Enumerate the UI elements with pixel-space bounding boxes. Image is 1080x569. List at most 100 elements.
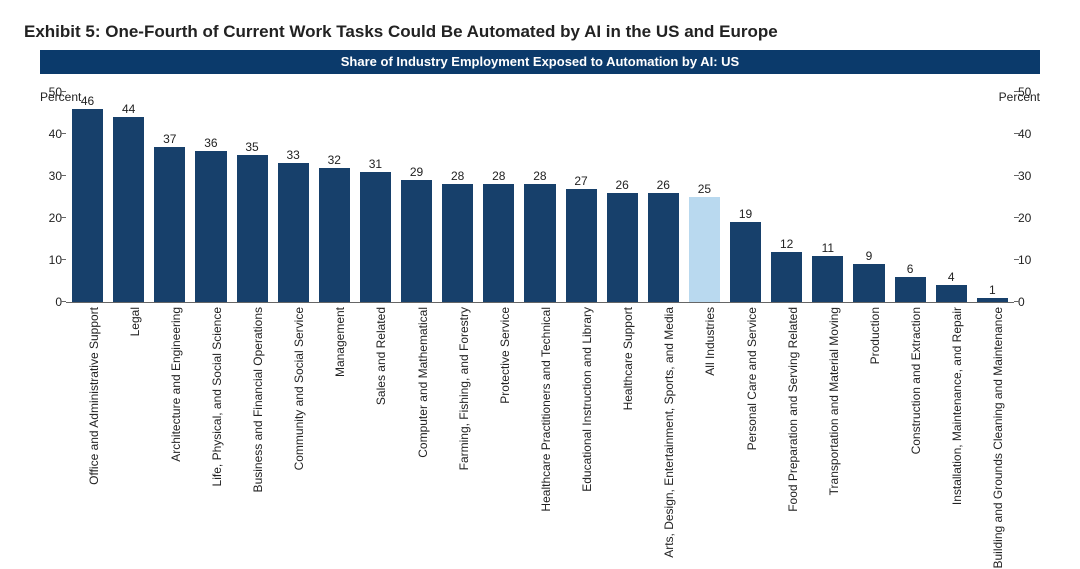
x-category-label: Production bbox=[869, 307, 883, 364]
bar-slot: 36 bbox=[195, 137, 226, 302]
x-label-slot: Community and Social Service bbox=[278, 307, 309, 487]
bar bbox=[648, 193, 679, 302]
x-category-label: Community and Social Service bbox=[293, 307, 307, 470]
bar bbox=[319, 168, 350, 302]
x-category-label: Protective Service bbox=[499, 307, 513, 404]
x-label-slot: Arts, Design, Entertainment, Sports, and… bbox=[648, 307, 679, 487]
bar-value-label: 44 bbox=[122, 103, 135, 115]
bar bbox=[278, 163, 309, 302]
bar bbox=[154, 147, 185, 302]
y-tick-label-left: 50 bbox=[40, 86, 62, 98]
x-label-slot: Installation, Maintenance, and Repair bbox=[936, 307, 967, 487]
bar-value-label: 33 bbox=[287, 149, 300, 161]
bar-value-label: 46 bbox=[81, 95, 94, 107]
x-labels-row: Office and Administrative Support Legal Ar… bbox=[66, 307, 1014, 487]
chart-container: Percent Percent 464437363533323129282828… bbox=[40, 92, 1040, 487]
bar-value-label: 37 bbox=[163, 133, 176, 145]
chart-subtitle-bar: Share of Industry Employment Exposed to … bbox=[40, 50, 1040, 74]
x-label-slot: Food Preparation and Serving Related bbox=[771, 307, 802, 487]
bar-slot: 28 bbox=[483, 170, 514, 302]
bar bbox=[895, 277, 926, 302]
y-tick-label-right: 50 bbox=[1018, 86, 1040, 98]
bar bbox=[977, 298, 1008, 302]
bar-value-label: 1 bbox=[989, 284, 996, 296]
bar bbox=[401, 180, 432, 302]
bar bbox=[730, 222, 761, 302]
x-category-label: Healthcare Practitioners and Technical bbox=[540, 307, 554, 512]
bar-value-label: 26 bbox=[657, 179, 670, 191]
bar-highlight bbox=[689, 197, 720, 302]
bar bbox=[72, 109, 103, 302]
x-category-label: Healthcare Support bbox=[622, 307, 636, 410]
x-category-label: Computer and Mathematical bbox=[417, 307, 431, 458]
x-label-slot: Transportation and Material Moving bbox=[812, 307, 843, 487]
bars-row: 4644373635333231292828282726262519121196… bbox=[66, 92, 1014, 302]
x-category-label: Personal Care and Service bbox=[746, 307, 760, 450]
bar bbox=[771, 252, 802, 302]
bar bbox=[607, 193, 638, 302]
x-label-slot: Farming, Fishing, and Forestry bbox=[442, 307, 473, 487]
x-label-slot: Life, Physical, and Social Science bbox=[195, 307, 226, 487]
x-category-label: Arts, Design, Entertainment, Sports, and… bbox=[663, 307, 677, 558]
y-tick-label-right: 40 bbox=[1018, 128, 1040, 140]
y-tick-label-left: 40 bbox=[40, 128, 62, 140]
x-category-label: Educational Instruction and Library bbox=[581, 307, 595, 492]
bar-slot: 44 bbox=[113, 103, 144, 302]
bar-slot: 19 bbox=[730, 208, 761, 302]
x-category-label: Legal bbox=[129, 307, 143, 336]
bar-slot: 33 bbox=[278, 149, 309, 302]
bar-slot: 35 bbox=[237, 141, 268, 302]
bar-slot: 29 bbox=[401, 166, 432, 302]
bar-value-label: 9 bbox=[866, 250, 873, 262]
y-tick-label-right: 30 bbox=[1018, 170, 1040, 182]
y-tick-mark-left bbox=[61, 217, 66, 218]
y-tick-mark-right bbox=[1014, 217, 1019, 218]
x-category-label: All Industries bbox=[704, 307, 718, 376]
bar-value-label: 28 bbox=[533, 170, 546, 182]
y-tick-label-right: 0 bbox=[1018, 296, 1040, 308]
bar-slot: 6 bbox=[895, 263, 926, 302]
y-tick-label-left: 20 bbox=[40, 212, 62, 224]
x-category-label: Architecture and Engineering bbox=[170, 307, 184, 462]
bar bbox=[566, 189, 597, 302]
bar-value-label: 25 bbox=[698, 183, 711, 195]
y-tick-mark-right bbox=[1014, 301, 1019, 302]
y-tick-mark-left bbox=[61, 301, 66, 302]
bar bbox=[936, 285, 967, 302]
bar-value-label: 32 bbox=[328, 154, 341, 166]
bar bbox=[483, 184, 514, 302]
bar-slot: 26 bbox=[607, 179, 638, 302]
y-tick-mark-left bbox=[61, 259, 66, 260]
bar-value-label: 19 bbox=[739, 208, 752, 220]
y-tick-mark-left bbox=[61, 91, 66, 92]
bar-slot: 9 bbox=[853, 250, 884, 302]
bar bbox=[853, 264, 884, 302]
bar-slot: 26 bbox=[648, 179, 679, 302]
y-tick-label-right: 10 bbox=[1018, 254, 1040, 266]
bar-slot: 28 bbox=[442, 170, 473, 302]
bar-value-label: 26 bbox=[616, 179, 629, 191]
x-label-slot: Office and Administrative Support bbox=[72, 307, 103, 487]
bar-slot: 31 bbox=[360, 158, 391, 302]
bar-slot: 46 bbox=[72, 95, 103, 302]
bar bbox=[195, 151, 226, 302]
y-tick-mark-right bbox=[1014, 133, 1019, 134]
bar bbox=[113, 117, 144, 302]
bar bbox=[442, 184, 473, 302]
x-label-slot: Computer and Mathematical bbox=[401, 307, 432, 487]
x-category-label: Business and Financial Operations bbox=[252, 307, 266, 492]
y-tick-mark-right bbox=[1014, 91, 1019, 92]
bar-slot: 32 bbox=[319, 154, 350, 302]
plot-area: 4644373635333231292828282726262519121196… bbox=[66, 92, 1014, 303]
y-tick-label-left: 10 bbox=[40, 254, 62, 266]
bar bbox=[812, 256, 843, 302]
bar-slot: 12 bbox=[771, 238, 802, 302]
y-tick-mark-left bbox=[61, 175, 66, 176]
bar-value-label: 35 bbox=[245, 141, 258, 153]
bar-value-label: 28 bbox=[492, 170, 505, 182]
x-category-label: Life, Physical, and Social Science bbox=[211, 307, 225, 486]
page-root: Exhibit 5: One-Fourth of Current Work Ta… bbox=[0, 0, 1080, 487]
bar bbox=[524, 184, 555, 302]
x-label-slot: Construction and Extraction bbox=[895, 307, 926, 487]
bar-slot: 11 bbox=[812, 242, 843, 302]
